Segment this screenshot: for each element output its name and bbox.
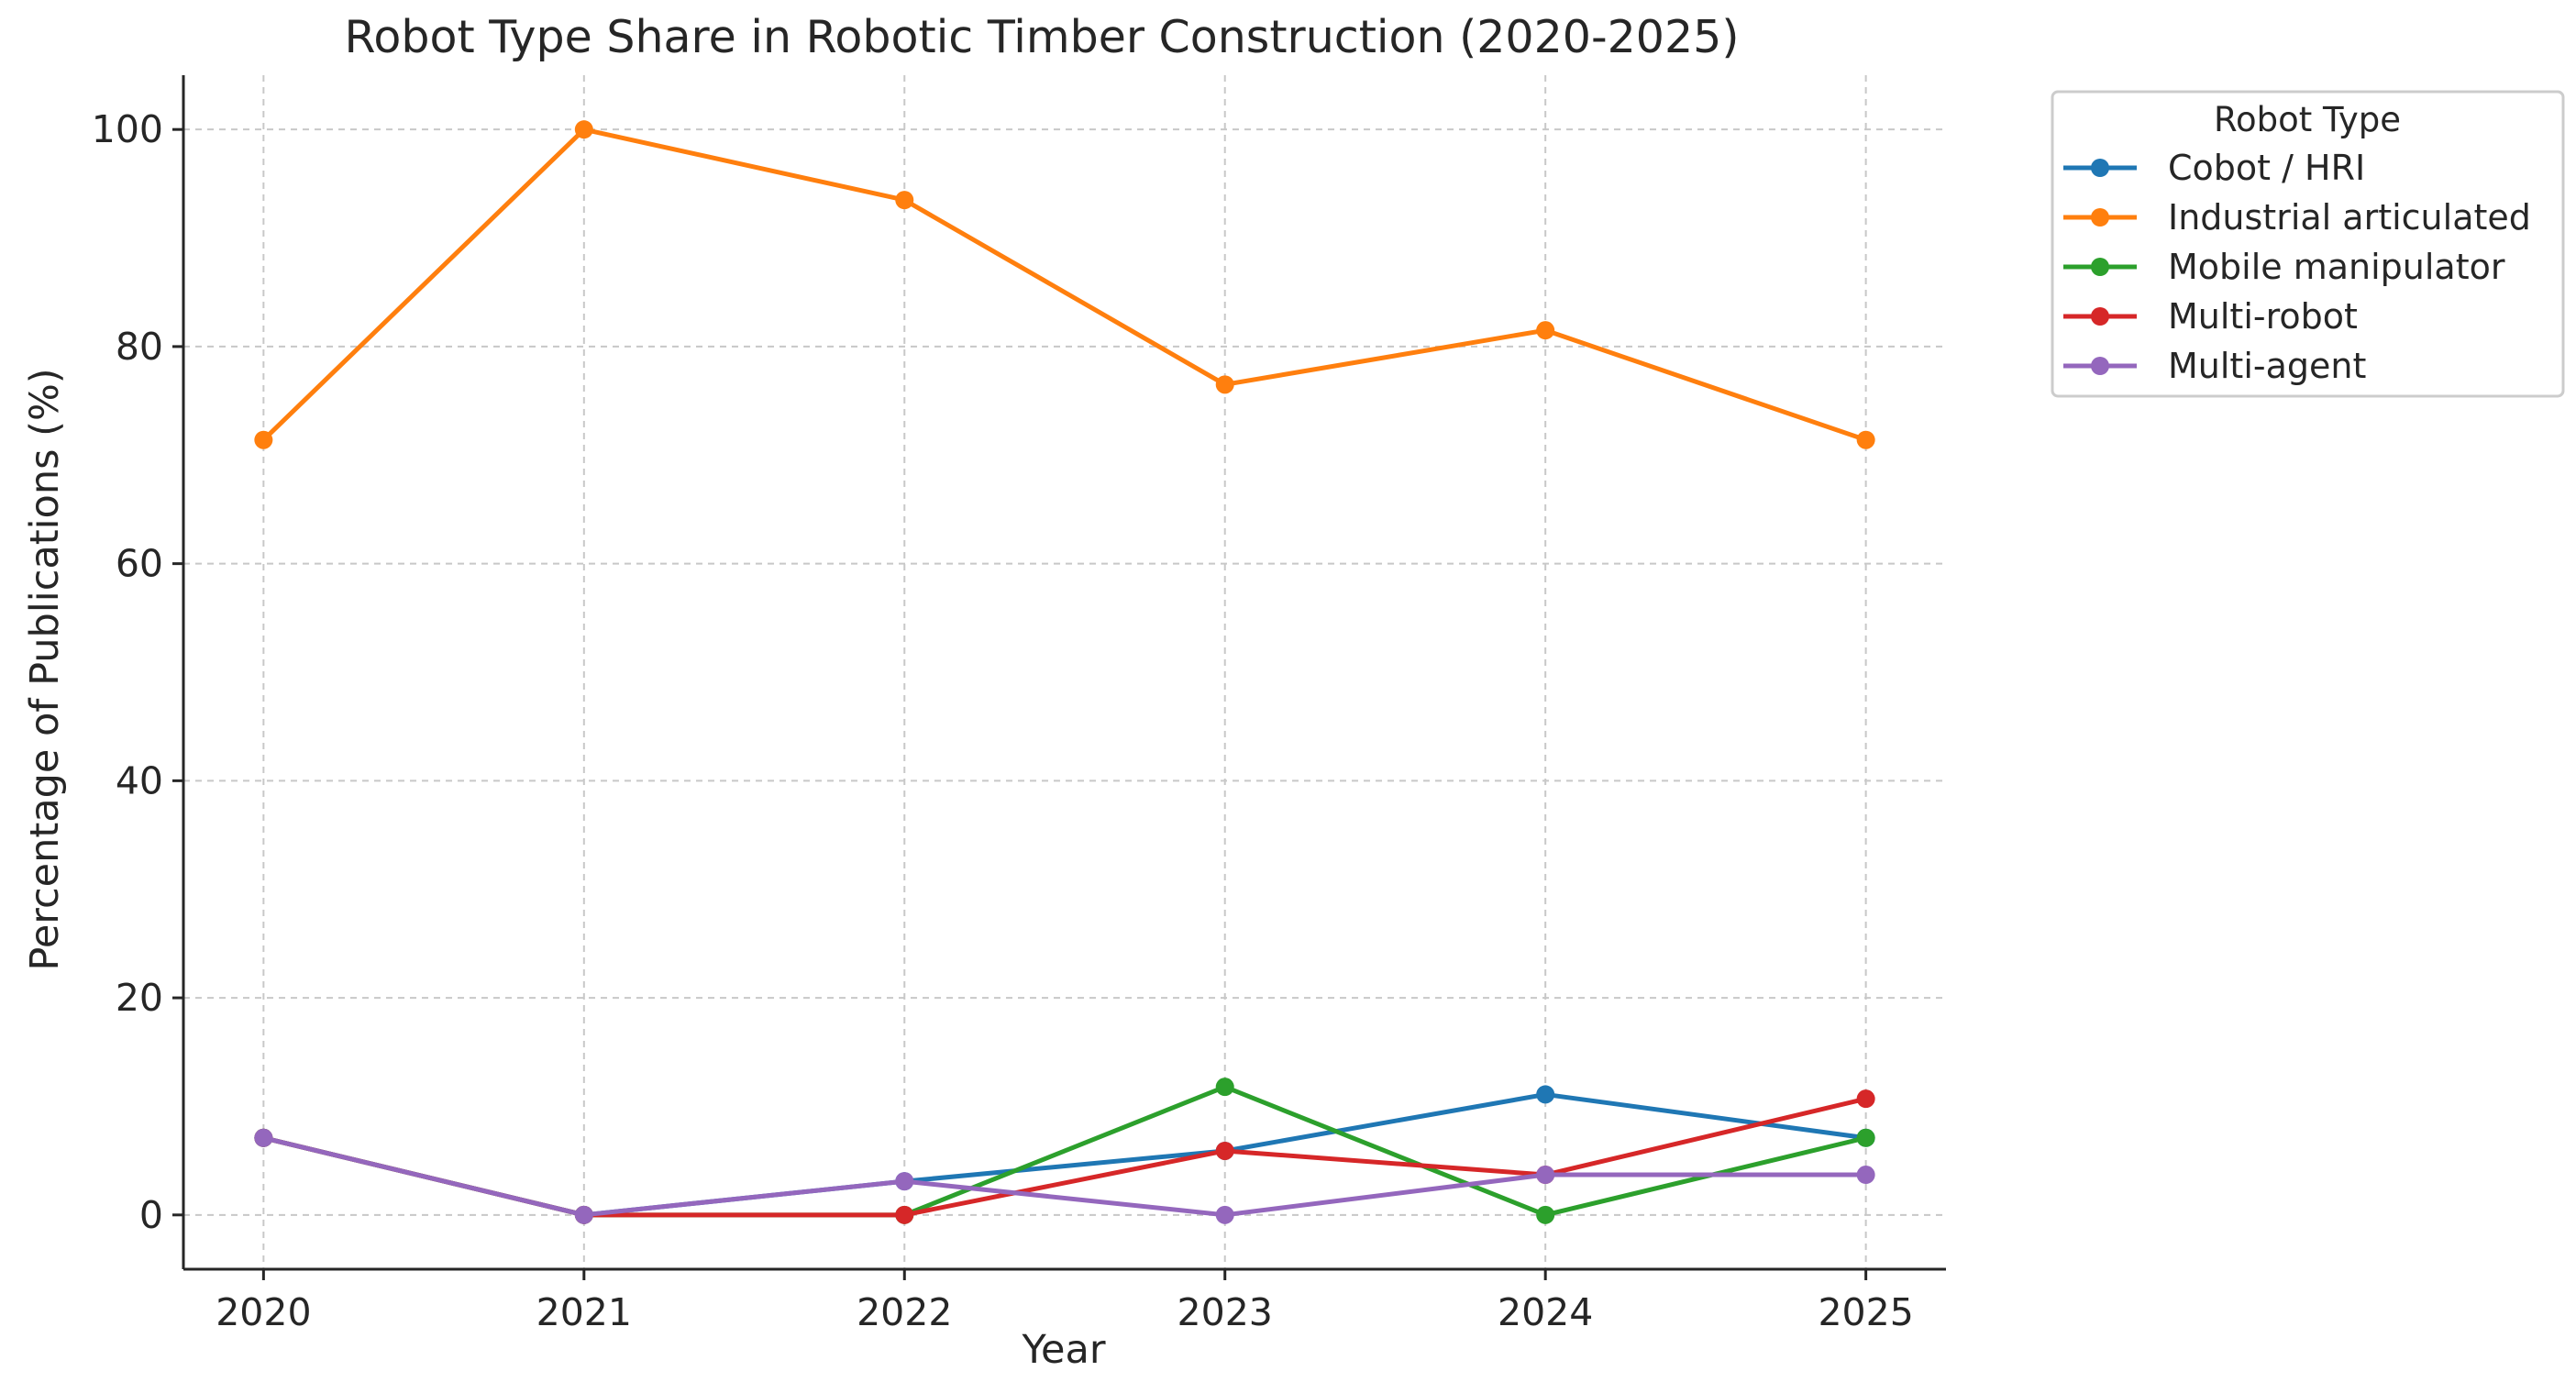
chart-title: Robot Type Share in Robotic Timber Const… bbox=[345, 11, 1740, 63]
x-tick-label: 2022 bbox=[857, 1290, 952, 1334]
y-tick-label: 0 bbox=[139, 1193, 163, 1237]
data-point bbox=[895, 1205, 914, 1224]
data-point bbox=[1215, 1078, 1234, 1097]
x-tick-label: 2025 bbox=[1818, 1290, 1913, 1334]
legend-title: Robot Type bbox=[2214, 100, 2401, 139]
x-tick-label: 2020 bbox=[216, 1290, 311, 1334]
legend-label: Multi-robot bbox=[2168, 296, 2358, 337]
y-axis-label: Percentage of Publications (%) bbox=[22, 368, 68, 970]
y-tick-label: 100 bbox=[92, 107, 163, 151]
y-tick-label: 40 bbox=[116, 758, 163, 802]
grid bbox=[183, 75, 1946, 1269]
series-industrial-articulated bbox=[254, 120, 1875, 449]
legend-label: Industrial articulated bbox=[2168, 197, 2531, 238]
legend-marker bbox=[2091, 159, 2109, 177]
data-point bbox=[1856, 1128, 1875, 1147]
x-tick-label: 2024 bbox=[1498, 1290, 1593, 1334]
legend-marker bbox=[2091, 208, 2109, 227]
data-point bbox=[254, 1128, 273, 1147]
tick-labels: 2020 2021 2022 2023 2024 2025 0 20 40 60 80 100 bbox=[92, 107, 1914, 1334]
data-point bbox=[1215, 1205, 1234, 1224]
axes bbox=[172, 75, 1946, 1280]
legend-marker bbox=[2091, 258, 2109, 276]
data-point bbox=[1215, 1141, 1234, 1160]
data-point bbox=[1856, 1166, 1875, 1185]
data-point bbox=[574, 1205, 593, 1224]
data-point bbox=[574, 120, 593, 139]
legend-label: Mobile manipulator bbox=[2168, 247, 2505, 287]
data-point bbox=[1536, 321, 1555, 340]
y-tick-label: 20 bbox=[116, 976, 163, 1020]
legend-label: Multi-agent bbox=[2168, 346, 2366, 386]
legend-marker bbox=[2091, 307, 2109, 326]
data-point bbox=[1536, 1205, 1555, 1224]
series-line bbox=[261, 127, 1867, 443]
legend-marker bbox=[2091, 357, 2109, 375]
data-point bbox=[1536, 1166, 1555, 1185]
legend-label: Cobot / HRI bbox=[2168, 148, 2365, 188]
data-point bbox=[1215, 375, 1234, 394]
y-tick-label: 80 bbox=[116, 325, 163, 369]
legend-item: Mobile manipulator bbox=[2063, 247, 2505, 287]
series-line bbox=[262, 1135, 1866, 1218]
legend-item: Multi-agent bbox=[2063, 346, 2366, 386]
data-point bbox=[1856, 1089, 1875, 1109]
data-point bbox=[1856, 430, 1875, 449]
series-multi-agent bbox=[254, 1128, 1875, 1224]
data-point bbox=[895, 191, 914, 210]
x-tick-label: 2021 bbox=[536, 1290, 632, 1334]
legend-item: Industrial articulated bbox=[2063, 197, 2531, 238]
legend-box bbox=[2051, 90, 2565, 398]
y-tick-label: 60 bbox=[116, 542, 163, 586]
legend: Robot Type Cobot / HRI Industrial articul… bbox=[2051, 90, 2565, 398]
legend-item: Cobot / HRI bbox=[2063, 148, 2365, 188]
series-lines bbox=[254, 120, 1875, 1224]
data-point bbox=[254, 430, 273, 449]
x-tick-label: 2023 bbox=[1177, 1290, 1273, 1334]
legend-item: Multi-robot bbox=[2063, 296, 2358, 337]
legend-items: Cobot / HRI Industrial articulated Mobile … bbox=[2063, 148, 2531, 386]
data-point bbox=[895, 1172, 914, 1191]
data-point bbox=[1536, 1085, 1555, 1104]
x-axis-label: Year bbox=[1021, 1327, 1105, 1373]
